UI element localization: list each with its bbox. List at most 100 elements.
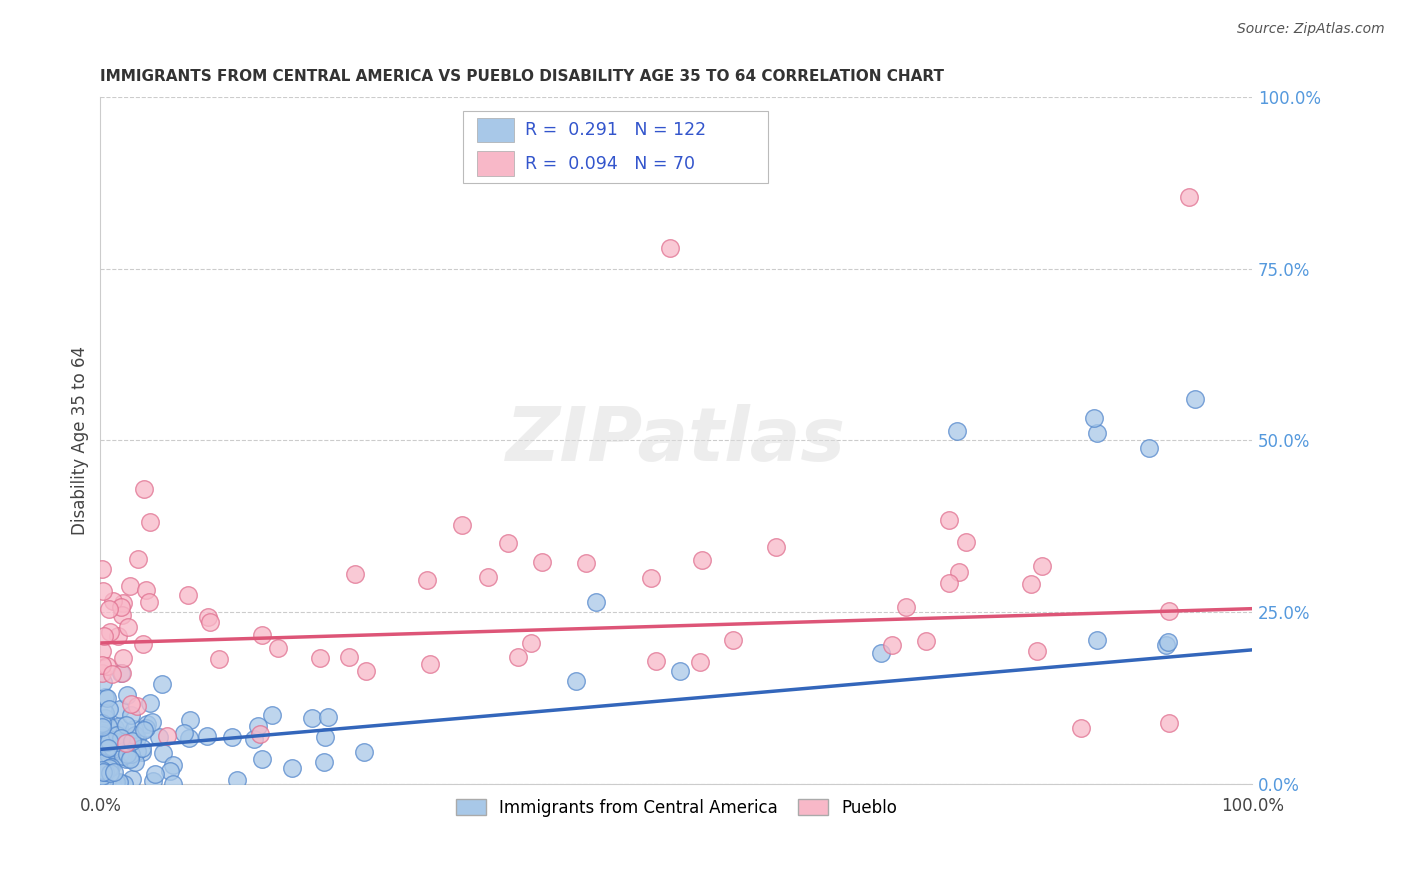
Point (115, 736, 138, 750)
Point (117, 751, 139, 765)
Point (108, 777, 131, 791)
Point (94, 711, 117, 725)
Point (344, 567, 367, 582)
Point (108, 719, 131, 733)
Point (247, 719, 270, 733)
Point (96, 742, 118, 756)
Point (98, 733, 121, 747)
Point (1083, 411, 1105, 425)
Point (1085, 633, 1108, 648)
Point (97, 732, 120, 747)
Point (243, 731, 266, 746)
Point (94, 764, 117, 779)
Point (90, 742, 112, 756)
Point (156, 729, 179, 743)
Point (90, 643, 112, 657)
Point (668, 665, 690, 679)
Point (162, 758, 184, 772)
Point (309, 651, 332, 665)
Point (122, 722, 145, 736)
Point (316, 710, 339, 724)
Point (945, 424, 967, 438)
Point (127, 551, 149, 566)
Point (159, 764, 181, 778)
Point (1087, 426, 1109, 441)
Y-axis label: Disability Age 35 to 64: Disability Age 35 to 64 (72, 346, 89, 535)
Point (496, 536, 519, 550)
Point (314, 730, 336, 744)
Point (179, 731, 201, 745)
Point (112, 777, 135, 791)
Point (111, 749, 134, 764)
Point (339, 650, 361, 665)
Point (565, 673, 588, 688)
Point (869, 646, 891, 660)
Point (197, 609, 219, 624)
Point (640, 571, 662, 585)
Point (111, 666, 134, 681)
Point (117, 747, 139, 762)
Text: R =  0.291   N = 122: R = 0.291 N = 122 (526, 121, 706, 139)
Point (150, 677, 173, 691)
Point (103, 764, 125, 779)
Point (111, 607, 134, 622)
Point (1157, 635, 1180, 649)
Point (101, 777, 124, 791)
Point (450, 517, 472, 532)
Point (93, 734, 115, 748)
Point (114, 717, 136, 731)
FancyBboxPatch shape (463, 111, 769, 183)
Point (659, 241, 682, 255)
Point (1019, 577, 1042, 591)
Point (117, 688, 139, 702)
Point (97, 719, 120, 733)
Point (93, 629, 115, 643)
Point (301, 711, 323, 725)
Point (142, 774, 165, 789)
Point (179, 714, 201, 728)
Point (134, 482, 156, 496)
Point (115, 752, 138, 766)
Point (108, 702, 131, 716)
Point (118, 579, 141, 593)
Point (125, 731, 148, 746)
Point (162, 777, 184, 791)
Point (419, 657, 441, 672)
Point (90, 752, 112, 766)
Point (1184, 392, 1206, 407)
Point (91, 772, 114, 786)
Point (139, 696, 162, 710)
Point (98, 761, 121, 775)
Point (208, 652, 231, 666)
Point (97, 741, 120, 756)
Point (121, 734, 143, 748)
Point (948, 566, 970, 580)
Point (689, 655, 711, 669)
Point (108, 777, 131, 791)
Point (250, 627, 273, 641)
Point (477, 570, 499, 584)
Point (108, 774, 131, 789)
Point (98, 625, 121, 640)
Point (765, 540, 787, 554)
Point (915, 634, 938, 648)
Point (94, 734, 117, 748)
Point (1154, 638, 1177, 652)
Point (100, 666, 122, 681)
Point (90, 666, 112, 681)
Point (938, 512, 960, 526)
Point (249, 727, 271, 741)
Legend: Immigrants from Central America, Pueblo: Immigrants from Central America, Pueblo (449, 792, 904, 823)
Text: IMMIGRANTS FROM CENTRAL AMERICA VS PUEBLO DISABILITY AGE 35 TO 64 CORRELATION CH: IMMIGRANTS FROM CENTRAL AMERICA VS PUEBL… (100, 69, 945, 84)
Point (98, 761, 121, 775)
Point (96, 735, 118, 749)
Point (107, 629, 129, 643)
Point (416, 573, 439, 587)
Point (508, 650, 530, 665)
Point (90, 735, 112, 749)
Point (105, 728, 128, 742)
Point (94, 731, 117, 745)
Point (96, 659, 118, 673)
Point (97, 734, 120, 748)
Point (120, 698, 142, 712)
